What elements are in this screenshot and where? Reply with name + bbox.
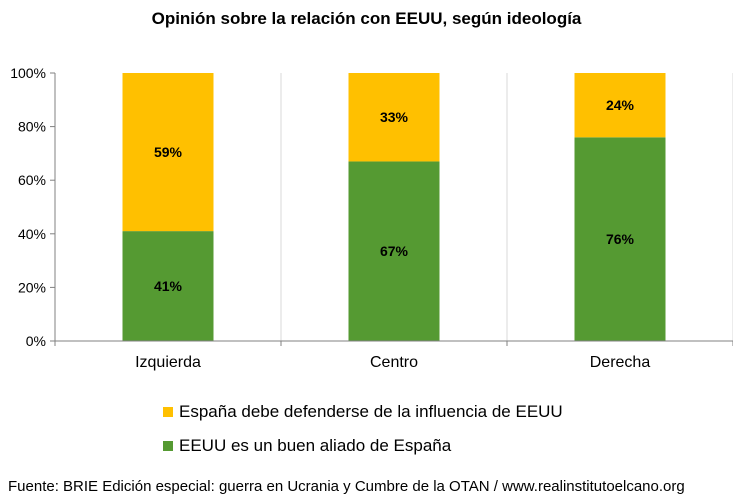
data-label: 59% [154, 144, 183, 160]
data-label: 24% [606, 97, 635, 113]
bars [122, 73, 666, 341]
source-note: Fuente: BRIE Edición especial: guerra en… [8, 478, 685, 495]
y-tick-label: 60% [18, 172, 46, 188]
labels: 41% 59% Izquierda 67% 33% Centro 76% 24% Derecha… [10, 65, 650, 371]
legend-item-aliado: EEUU es un buen aliado de España [163, 436, 563, 456]
y-tick-label: 20% [18, 279, 46, 295]
y-tick-label: 100% [10, 65, 46, 81]
y-tick-label: 80% [18, 119, 46, 135]
chart-title: Opinión sobre la relación con EEUU, segú… [151, 9, 582, 28]
x-tick-label: Derecha [590, 354, 651, 371]
bar-segment-centro-0 [348, 161, 440, 341]
legend-item-influencia: España debe defenderse de la influencia … [163, 402, 563, 422]
data-label: 76% [606, 231, 635, 247]
bar-segment-izquierda-1 [122, 73, 214, 232]
data-label: 41% [154, 278, 183, 294]
data-label: 33% [380, 109, 409, 125]
bar-segment-derecha-1 [574, 73, 666, 138]
legend: España debe defenderse de la influencia … [163, 402, 563, 470]
category-dividers [280, 73, 733, 341]
bar-segment-derecha-0 [574, 137, 666, 341]
axes [50, 72, 733, 346]
legend-swatch-green [163, 441, 173, 451]
legend-swatch-yellow [163, 407, 173, 417]
y-tick-label: 40% [18, 226, 46, 242]
x-tick-label: Centro [370, 354, 418, 371]
bar-segment-centro-1 [348, 73, 440, 162]
bar-segment-izquierda-0 [122, 231, 214, 341]
data-label: 67% [380, 243, 409, 259]
legend-label: España debe defenderse de la influencia … [179, 402, 563, 421]
y-tick-label: 0% [26, 333, 46, 349]
x-tick-label: Izquierda [135, 354, 201, 371]
legend-label: EEUU es un buen aliado de España [179, 436, 452, 455]
